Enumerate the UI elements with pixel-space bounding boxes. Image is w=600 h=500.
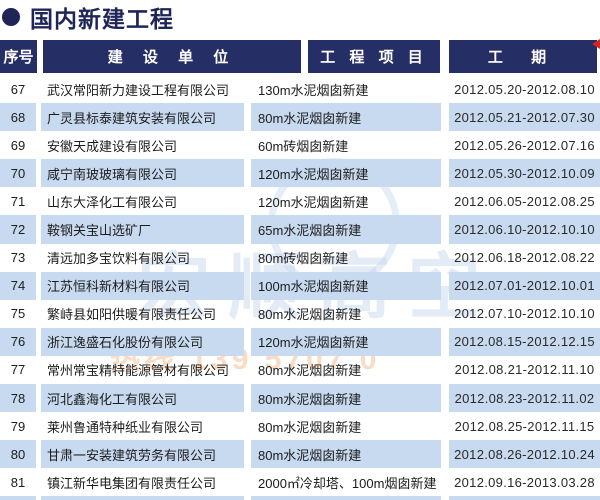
- cell-no: 81: [10, 474, 26, 490]
- cell-no: 69: [10, 137, 26, 153]
- cell-project: 60m砖烟囱新建: [258, 138, 349, 154]
- cell-period: 2012.07.01-2012.10.01: [449, 271, 600, 300]
- cell-period: 2012.08.25-2012.11.15: [454, 418, 595, 434]
- cell-no: 72: [0, 215, 36, 244]
- table-row: 80 甘肃一安装建筑劳务有限公司 80m水泥烟囱新建 2012.08.26-2012.…: [0, 440, 600, 469]
- table-header: 序号 建 设 单 位 工 程 项 目 工 期: [0, 40, 597, 73]
- cell-project: 80m砖烟囱新建: [258, 251, 349, 267]
- table-row: 68 广灵县标泰建筑安装有限公司 80m水泥烟囱新建 2012.05.21-2012.…: [0, 103, 600, 132]
- cell-no: 71: [10, 193, 26, 209]
- cell-company: 清远加多宝饮料有限公司: [47, 251, 191, 267]
- table-row: 72 鞍钢关宝山选矿厂 65m水泥烟囱新建 2012.06.10-2012.10.10: [0, 215, 600, 244]
- cell-no: 68: [0, 103, 36, 132]
- header-cell-project: 工 程 项 目: [308, 40, 440, 73]
- table-row: 71 山东大泽化工有限公司 120m水泥烟囱新建 2012.06.05-2012.08…: [0, 187, 600, 215]
- table-row: 77 常州常宝精特能源管材有限公司 80m水泥烟囱新建 2012.08.21-2012…: [0, 356, 600, 384]
- cell-period: 2012.07.10-2012.10.10: [454, 306, 595, 322]
- cell-no: 74: [0, 271, 36, 300]
- cell-project: 120m水泥烟囱新建: [258, 194, 369, 210]
- cell-no: 70: [0, 159, 36, 188]
- table-row: 69 安徽天成建设有限公司 60m砖烟囱新建 2012.05.26-2012.07.1…: [0, 131, 600, 159]
- cell-company: 咸宁南玻玻璃有限公司: [41, 159, 244, 188]
- cell-no: 76: [0, 327, 36, 356]
- cell-company: 江苏恒科新材料有限公司: [41, 271, 244, 300]
- cell-company: 安徽天成建设有限公司: [47, 138, 178, 154]
- cell-project: 130m水泥烟囱新建: [258, 82, 369, 98]
- cell-period: 2012.06.05-2012.08.25: [454, 193, 595, 209]
- table-row: 74 江苏恒科新材料有限公司 100m水泥烟囱新建 2012.07.01-2012.1…: [0, 271, 600, 300]
- cell-period: 2012.08.15-2012.12.15: [449, 327, 600, 356]
- cell-no: 80: [0, 440, 36, 469]
- cell-period: 2012.05.26-2012.07.16: [454, 137, 595, 153]
- cell-company: 山东大泽化工有限公司: [47, 194, 178, 210]
- page-title: 国内新建工程: [30, 6, 174, 32]
- table-row: 73 清远加多宝饮料有限公司 80m砖烟囱新建 2012.06.18-2012.08.…: [0, 244, 600, 272]
- red-cursor-artifact: [592, 39, 600, 49]
- table-body: 67 武汉常阳新力建设工程有限公司 130m水泥烟囱新建 2012.05.20-201…: [0, 75, 600, 500]
- table-row-partial: [0, 496, 600, 500]
- cell-period: 2012.08.26-2012.10.24: [449, 440, 600, 469]
- cell-period: 2012.08.21-2012.11.10: [454, 362, 595, 378]
- cell-company: 武汉常阳新力建设工程有限公司: [47, 82, 230, 98]
- bullet-icon: [2, 8, 20, 26]
- cell-no: 77: [10, 362, 26, 378]
- table-row: 67 武汉常阳新力建设工程有限公司 130m水泥烟囱新建 2012.05.20-201…: [0, 75, 600, 103]
- page-title-row: 国内新建工程: [0, 1, 174, 33]
- cell-project: 80m水泥烟囱新建: [258, 363, 362, 379]
- cell-period: 2012.05.20-2012.08.10: [454, 81, 595, 97]
- cell-company: 河北鑫海化工有限公司: [41, 384, 244, 413]
- cell-project: 65m水泥烟囱新建: [251, 215, 441, 244]
- cell-project: 80m水泥烟囱新建: [258, 419, 362, 435]
- cell-empty: [41, 496, 244, 500]
- cell-company: 广灵县标泰建筑安装有限公司: [41, 103, 244, 132]
- table-row: 79 莱州鲁通特种纸业有限公司 80m水泥烟囱新建 2012.08.25-2012.1…: [0, 412, 600, 440]
- cell-project: 80m水泥烟囱新建: [251, 103, 441, 132]
- cell-no: 73: [10, 250, 26, 266]
- cell-company: 甘肃一安装建筑劳务有限公司: [41, 440, 244, 469]
- cell-empty: [251, 496, 441, 500]
- cell-company: 镇江新华电集团有限责任公司: [47, 475, 217, 491]
- header-cell-company: 建 设 单 位: [43, 40, 301, 73]
- cell-project: 2000㎡冷却塔、100m烟囱新建: [258, 475, 437, 491]
- cell-project: 120m水泥烟囱新建: [251, 159, 441, 188]
- cell-project: 80m水泥烟囱新建: [251, 384, 441, 413]
- cell-period: 2012.09.16-2013.03.28: [454, 474, 595, 490]
- table-row: 76 浙江逸盛石化股份有限公司 120m水泥烟囱新建 2012.08.15-2012.…: [0, 327, 600, 356]
- cell-project: 100m水泥烟囱新建: [251, 271, 441, 300]
- cell-period: 2012.08.23-2012.11.02: [449, 384, 600, 413]
- cell-company: 鞍钢关宝山选矿厂: [41, 215, 244, 244]
- table-row: 75 繁峙县如阳供暖有限责任公司 80m水泥烟囱新建 2012.07.10-2012.…: [0, 300, 600, 328]
- cell-project: 80m水泥烟囱新建: [258, 307, 362, 323]
- cell-company: 莱州鲁通特种纸业有限公司: [47, 419, 204, 435]
- table-row: 78 河北鑫海化工有限公司 80m水泥烟囱新建 2012.08.23-2012.11.…: [0, 384, 600, 413]
- cell-no: 78: [0, 384, 36, 413]
- cell-company: 常州常宝精特能源管材有限公司: [47, 363, 230, 379]
- cell-period: 2012.05.30-2012.10.09: [449, 159, 600, 188]
- cell-no: 67: [10, 81, 26, 97]
- table-row: 70 咸宁南玻玻璃有限公司 120m水泥烟囱新建 2012.05.30-2012.10…: [0, 159, 600, 188]
- cell-company: 繁峙县如阳供暖有限责任公司: [47, 307, 217, 323]
- cell-empty: [449, 496, 600, 500]
- cell-period: 2012.05.21-2012.07.30: [449, 103, 600, 132]
- header-cell-period: 工 期: [449, 40, 597, 73]
- cell-company: 浙江逸盛石化股份有限公司: [41, 327, 244, 356]
- cell-project: 80m水泥烟囱新建: [251, 440, 441, 469]
- cell-empty: [0, 496, 36, 500]
- cell-period: 2012.06.10-2012.10.10: [449, 215, 600, 244]
- cell-period: 2012.06.18-2012.08.22: [454, 250, 595, 266]
- cell-no: 79: [10, 418, 26, 434]
- header-cell-no: 序号: [0, 40, 37, 73]
- table-row: 81 镇江新华电集团有限责任公司 2000㎡冷却塔、100m烟囱新建 2012.09.…: [0, 468, 600, 496]
- cell-no: 75: [10, 306, 26, 322]
- cell-project: 120m水泥烟囱新建: [251, 327, 441, 356]
